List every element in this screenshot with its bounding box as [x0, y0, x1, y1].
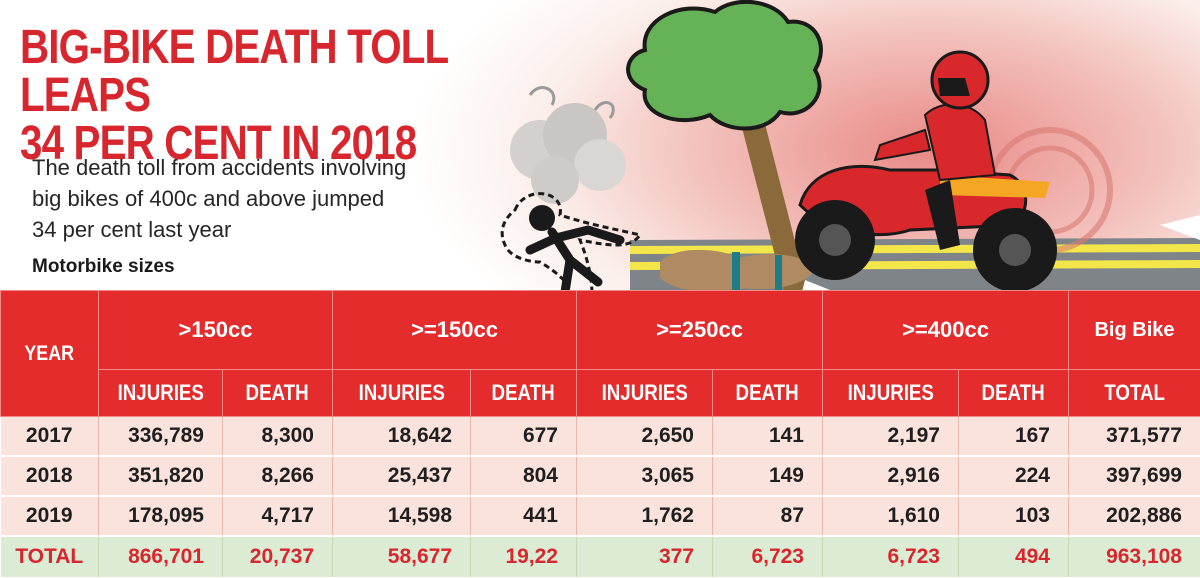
total-cell: 963,108: [1068, 536, 1200, 577]
subtitle-line-2: big bikes of 400c and above jumped: [32, 186, 385, 211]
total-cell: 866,701: [98, 536, 223, 577]
table-cell: 2,197: [822, 416, 959, 457]
sub-header: DEATH: [470, 369, 577, 417]
group-header-row: YEAR >150cc >=150cc >=250cc >=400cc Big …: [0, 290, 1200, 417]
group-header: >150cc: [98, 290, 333, 370]
total-cell: 58,677: [332, 536, 471, 577]
sub-header: INJURIES: [822, 369, 959, 417]
table-cell: 2,916: [822, 456, 959, 497]
table-cell: 397,699: [1068, 456, 1200, 497]
table-cell: 167: [958, 416, 1069, 457]
year-cell: 2019: [0, 496, 99, 537]
subtitle-line-3: 34 per cent last year: [32, 217, 232, 242]
title-line-1: BIG-BIKE DEATH TOLL LEAPS: [20, 21, 448, 122]
sub-header: INJURIES: [98, 369, 223, 417]
crash-illustration: [500, 0, 1200, 313]
table-cell: 224: [958, 456, 1069, 497]
table-cell: 2,650: [576, 416, 713, 457]
stats-table: YEAR >150cc >=150cc >=250cc >=400cc Big …: [0, 290, 1200, 577]
page-title: BIG-BIKE DEATH TOLL LEAPS 34 PER CENT IN…: [20, 24, 558, 168]
sub-header-row: INJURIES DEATH INJURIES DEATH INJURIES D…: [1, 369, 1200, 417]
total-label: TOTAL: [0, 536, 99, 577]
table-cell: 1,762: [576, 496, 713, 537]
total-cell: 494: [958, 536, 1069, 577]
dust-cloud-icon: [510, 86, 626, 204]
table-cell: 351,820: [98, 456, 223, 497]
table-cell: 1,610: [822, 496, 959, 537]
total-cell: 6,723: [712, 536, 823, 577]
sub-header: DEATH: [712, 369, 823, 417]
total-row: TOTAL 866,701 20,737 58,677 19,22 377 6,…: [0, 536, 1200, 577]
fallen-body-icon: [660, 249, 815, 293]
table-cell: 8,300: [222, 416, 333, 457]
title-line-2: 34 PER CENT IN 2018: [20, 117, 417, 170]
table-cell: 18,642: [332, 416, 471, 457]
motorcyclist-icon: [795, 50, 1200, 300]
table-row: 2017 336,789 8,300 18,642 677 2,650 141 …: [0, 416, 1200, 457]
total-cell: 377: [576, 536, 713, 577]
table-cell: 804: [470, 456, 577, 497]
table-row: 2019 178,095 4,717 14,598 441 1,762 87 1…: [0, 496, 1200, 537]
sub-header: TOTAL: [1068, 369, 1200, 417]
table-cell: 371,577: [1068, 416, 1200, 457]
table-cell: 141: [712, 416, 823, 457]
total-cell: 6,723: [822, 536, 959, 577]
stats-table-container: YEAR >150cc >=150cc >=250cc >=400cc Big …: [0, 290, 1200, 578]
subtitle: The death toll from accidents involving …: [32, 152, 552, 245]
table-cell: 441: [470, 496, 577, 537]
total-cell: 19,22: [470, 536, 577, 577]
table-cell: 178,095: [98, 496, 223, 537]
table-cell: 8,266: [222, 456, 333, 497]
table-cell: 149: [712, 456, 823, 497]
total-cell: 20,737: [222, 536, 333, 577]
table-cell: 3,065: [576, 456, 713, 497]
victim-outline-icon: [500, 192, 643, 313]
table-row: 2018 351,820 8,266 25,437 804 3,065 149 …: [0, 456, 1200, 497]
group-header: >=400cc: [822, 290, 1069, 370]
sub-header: DEATH: [958, 369, 1069, 417]
table-cell: 4,717: [222, 496, 333, 537]
group-header: >=250cc: [576, 290, 823, 370]
group-header: Big Bike: [1068, 290, 1200, 370]
group-header: >=150cc: [332, 290, 577, 370]
table-cell: 202,886: [1068, 496, 1200, 537]
table-cell: 87: [712, 496, 823, 537]
year-cell: 2018: [0, 456, 99, 497]
sub-header: INJURIES: [332, 369, 471, 417]
year-header: YEAR: [0, 290, 99, 417]
subtitle-line-1: The death toll from accidents involving: [32, 155, 407, 180]
sub-header: DEATH: [222, 369, 333, 417]
table-cell: 103: [958, 496, 1069, 537]
year-cell: 2017: [0, 416, 99, 457]
table-cell: 25,437: [332, 456, 471, 497]
table-cell: 14,598: [332, 496, 471, 537]
section-label: Motorbike sizes: [32, 256, 175, 277]
table-cell: 336,789: [98, 416, 223, 457]
sub-header: INJURIES: [576, 369, 713, 417]
table-cell: 677: [470, 416, 577, 457]
